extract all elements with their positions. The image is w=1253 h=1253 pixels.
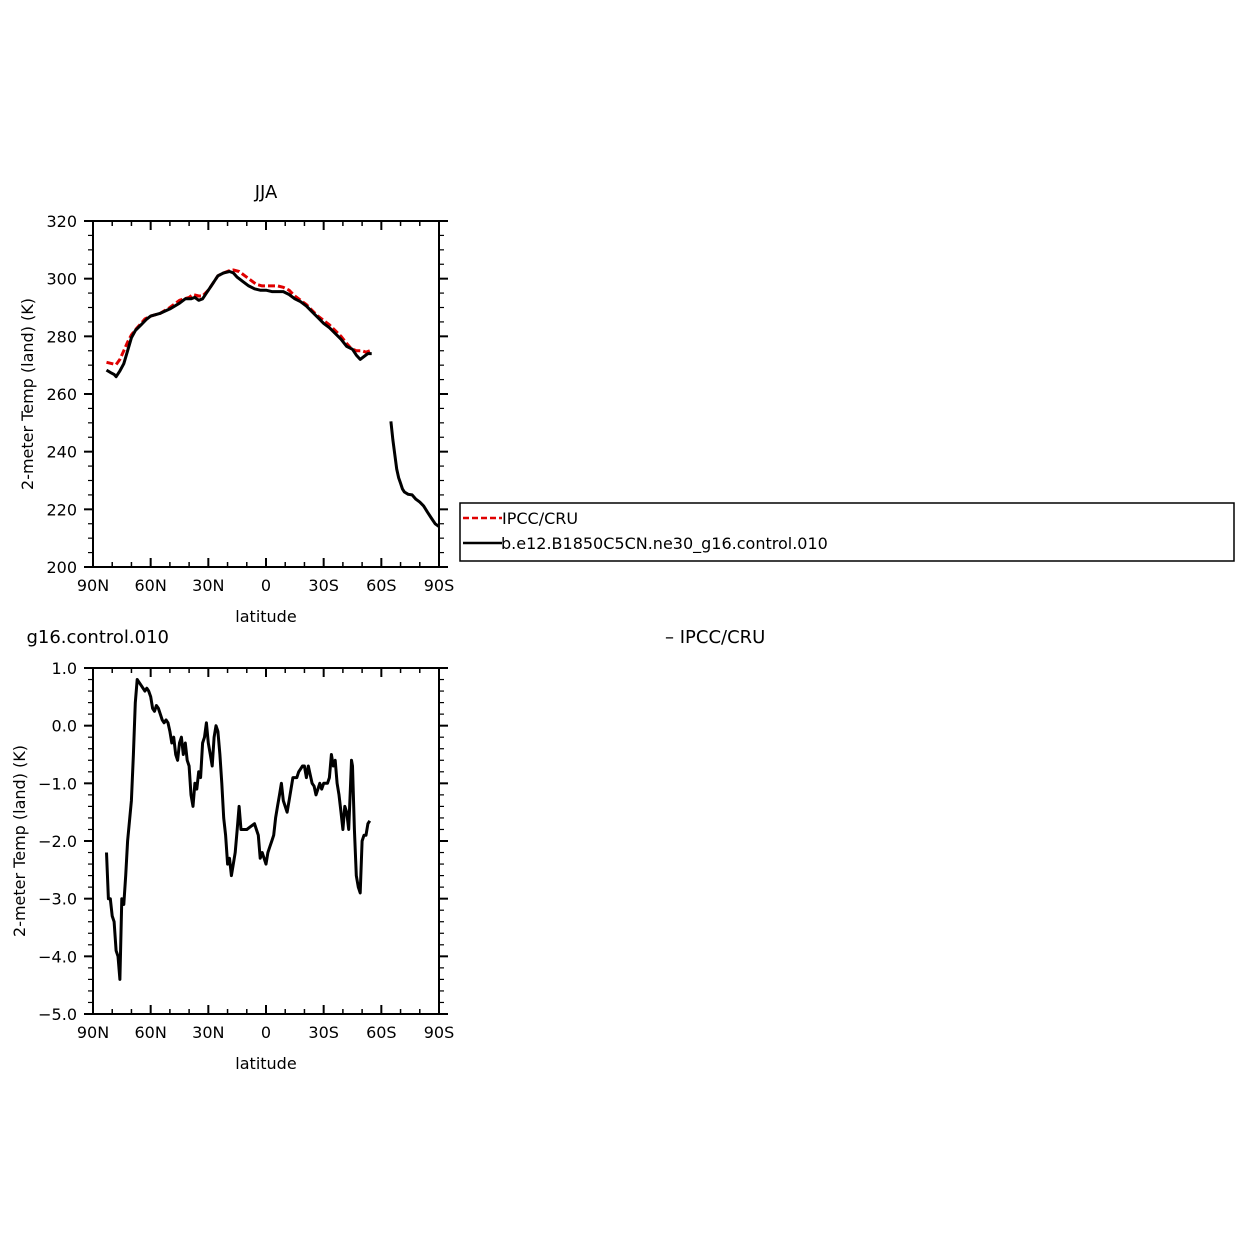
top-panel: JJA 90N 60N 30N 0 30S 60S 90S 200 220 240 260 280 3… xyxy=(18,182,454,626)
bottom-y-tick-label: 1.0 xyxy=(52,659,77,678)
legend-label-model: b.e12.B1850C5CN.ne30_g16.control.010 xyxy=(501,534,828,554)
top-x-tick-label: 0 xyxy=(261,576,271,595)
top-y-tick-label: 240 xyxy=(46,443,77,462)
top-series-1-line xyxy=(389,421,440,528)
top-y-tick-label: 320 xyxy=(46,212,77,231)
top-x-tick-label: 60S xyxy=(366,576,397,595)
bottom-x-axis: 90N 60N 30N 0 30S 60S 90S xyxy=(77,668,454,1042)
top-x-tick-label: 60N xyxy=(135,576,167,595)
bottom-x-tick-label: 60S xyxy=(366,1023,397,1042)
bottom-y-axis-label: 2-meter Temp (land) (K) xyxy=(10,745,29,937)
top-y-tick-label: 220 xyxy=(46,500,77,519)
top-series-lines xyxy=(105,268,440,528)
top-x-tick-label: 30S xyxy=(308,576,339,595)
top-y-tick-label: 260 xyxy=(46,385,77,404)
top-series-0-line xyxy=(106,268,373,367)
bottom-x-tick-label: 30S xyxy=(308,1023,339,1042)
top-x-axis-label: latitude xyxy=(235,607,296,626)
bottom-y-tick-label: −2.0 xyxy=(38,832,77,851)
bottom-chart-title-right: – IPCC/CRU xyxy=(665,627,765,648)
top-x-tick-label: 90S xyxy=(424,576,455,595)
bottom-y-axis: −5.0 −4.0 −3.0 −2.0 −1.0 0.0 1.0 xyxy=(38,659,448,1024)
top-series-1-line xyxy=(105,270,372,379)
top-chart-title: JJA xyxy=(254,182,278,203)
bottom-panel: g16.control.010 – IPCC/CRU 90N 60N 30N 0 30S… xyxy=(10,627,765,1073)
top-y-tick-label: 280 xyxy=(46,327,77,346)
top-x-tick-label: 90N xyxy=(77,576,109,595)
bottom-x-tick-label: 60N xyxy=(135,1023,167,1042)
bottom-chart-title-left: g16.control.010 xyxy=(26,627,169,648)
top-y-axis: 200 220 240 260 280 300 320 xyxy=(46,212,448,577)
bottom-y-tick-label: −4.0 xyxy=(38,947,77,966)
bottom-x-tick-label: 90N xyxy=(77,1023,109,1042)
top-y-tick-label: 200 xyxy=(46,558,77,577)
bottom-series-lines xyxy=(105,678,372,981)
legend-box xyxy=(459,502,1235,562)
bottom-x-axis-label: latitude xyxy=(235,1054,296,1073)
bottom-y-tick-label: −1.0 xyxy=(38,774,77,793)
bottom-x-tick-label: 90S xyxy=(424,1023,455,1042)
top-plot-frame xyxy=(92,220,440,568)
top-y-tick-label: 300 xyxy=(46,270,77,289)
bottom-x-tick-label: 0 xyxy=(261,1023,271,1042)
legend: IPCC/CRU b.e12.B1850C5CN.ne30_g16.contro… xyxy=(459,502,1235,562)
bottom-y-tick-label: −5.0 xyxy=(38,1005,77,1024)
bottom-plot-frame xyxy=(92,667,440,1015)
top-x-axis: 90N 60N 30N 0 30S 60S 90S xyxy=(77,221,454,595)
bottom-y-tick-label: 0.0 xyxy=(52,717,77,736)
bottom-series-0-line xyxy=(105,678,372,981)
top-x-tick-label: 30N xyxy=(192,576,224,595)
bottom-x-tick-label: 30N xyxy=(192,1023,224,1042)
legend-label-ipcc-cru: IPCC/CRU xyxy=(502,509,578,528)
top-y-axis-label: 2-meter Temp (land) (K) xyxy=(18,298,37,490)
bottom-y-tick-label: −3.0 xyxy=(38,890,77,909)
